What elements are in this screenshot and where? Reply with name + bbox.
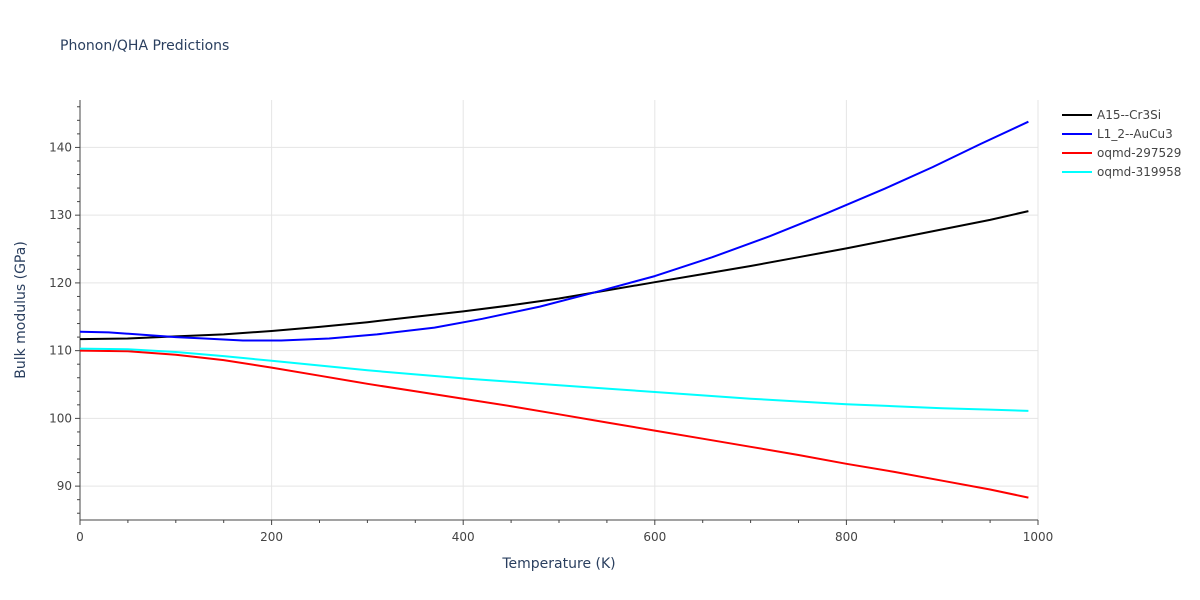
y-tick-label: 140: [49, 140, 72, 154]
y-tick-label: 120: [49, 276, 72, 290]
y-tick-label: 100: [49, 411, 72, 425]
x-tick-label: 0: [76, 530, 84, 544]
legend[interactable]: A15--Cr3Si L1_2--AuCu3 oqmd-297529 oqmd-319…: [1062, 108, 1181, 179]
legend-item[interactable]: L1_2--AuCu3: [1062, 127, 1173, 141]
series-layer: [79, 120, 1029, 499]
grid-layer: [80, 100, 1039, 520]
x-tick-label: 1000: [1023, 530, 1054, 544]
y-tick-label: 110: [49, 344, 72, 358]
legend-label: oqmd-297529: [1097, 146, 1181, 160]
x-tick-label: 800: [835, 530, 858, 544]
axis-layer: 0 200 400 600 800 1000 90 100 110 120 130 140: [49, 100, 1053, 544]
series-line-l1-2-aucu3[interactable]: [79, 120, 1029, 342]
x-tick-label: 600: [643, 530, 666, 544]
legend-item[interactable]: oqmd-297529: [1062, 146, 1181, 160]
y-tick-label: 130: [49, 208, 72, 222]
series-line-a15-cr3si[interactable]: [79, 210, 1029, 341]
series-line-oqmd-319958[interactable]: [79, 347, 1029, 412]
y-tick-label: 90: [57, 479, 72, 493]
chart-title: Phonon/QHA Predictions: [60, 38, 229, 54]
legend-label: oqmd-319958: [1097, 165, 1181, 179]
x-tick-label: 200: [260, 530, 283, 544]
legend-item[interactable]: A15--Cr3Si: [1062, 108, 1161, 122]
y-axis-title: Bulk modulus (GPa): [13, 241, 29, 379]
series-line-oqmd-297529[interactable]: [79, 349, 1029, 499]
legend-label: A15--Cr3Si: [1097, 108, 1161, 122]
legend-label: L1_2--AuCu3: [1097, 127, 1173, 141]
x-tick-label: 400: [452, 530, 475, 544]
legend-item[interactable]: oqmd-319958: [1062, 165, 1181, 179]
x-axis-title: Temperature (K): [501, 556, 615, 572]
